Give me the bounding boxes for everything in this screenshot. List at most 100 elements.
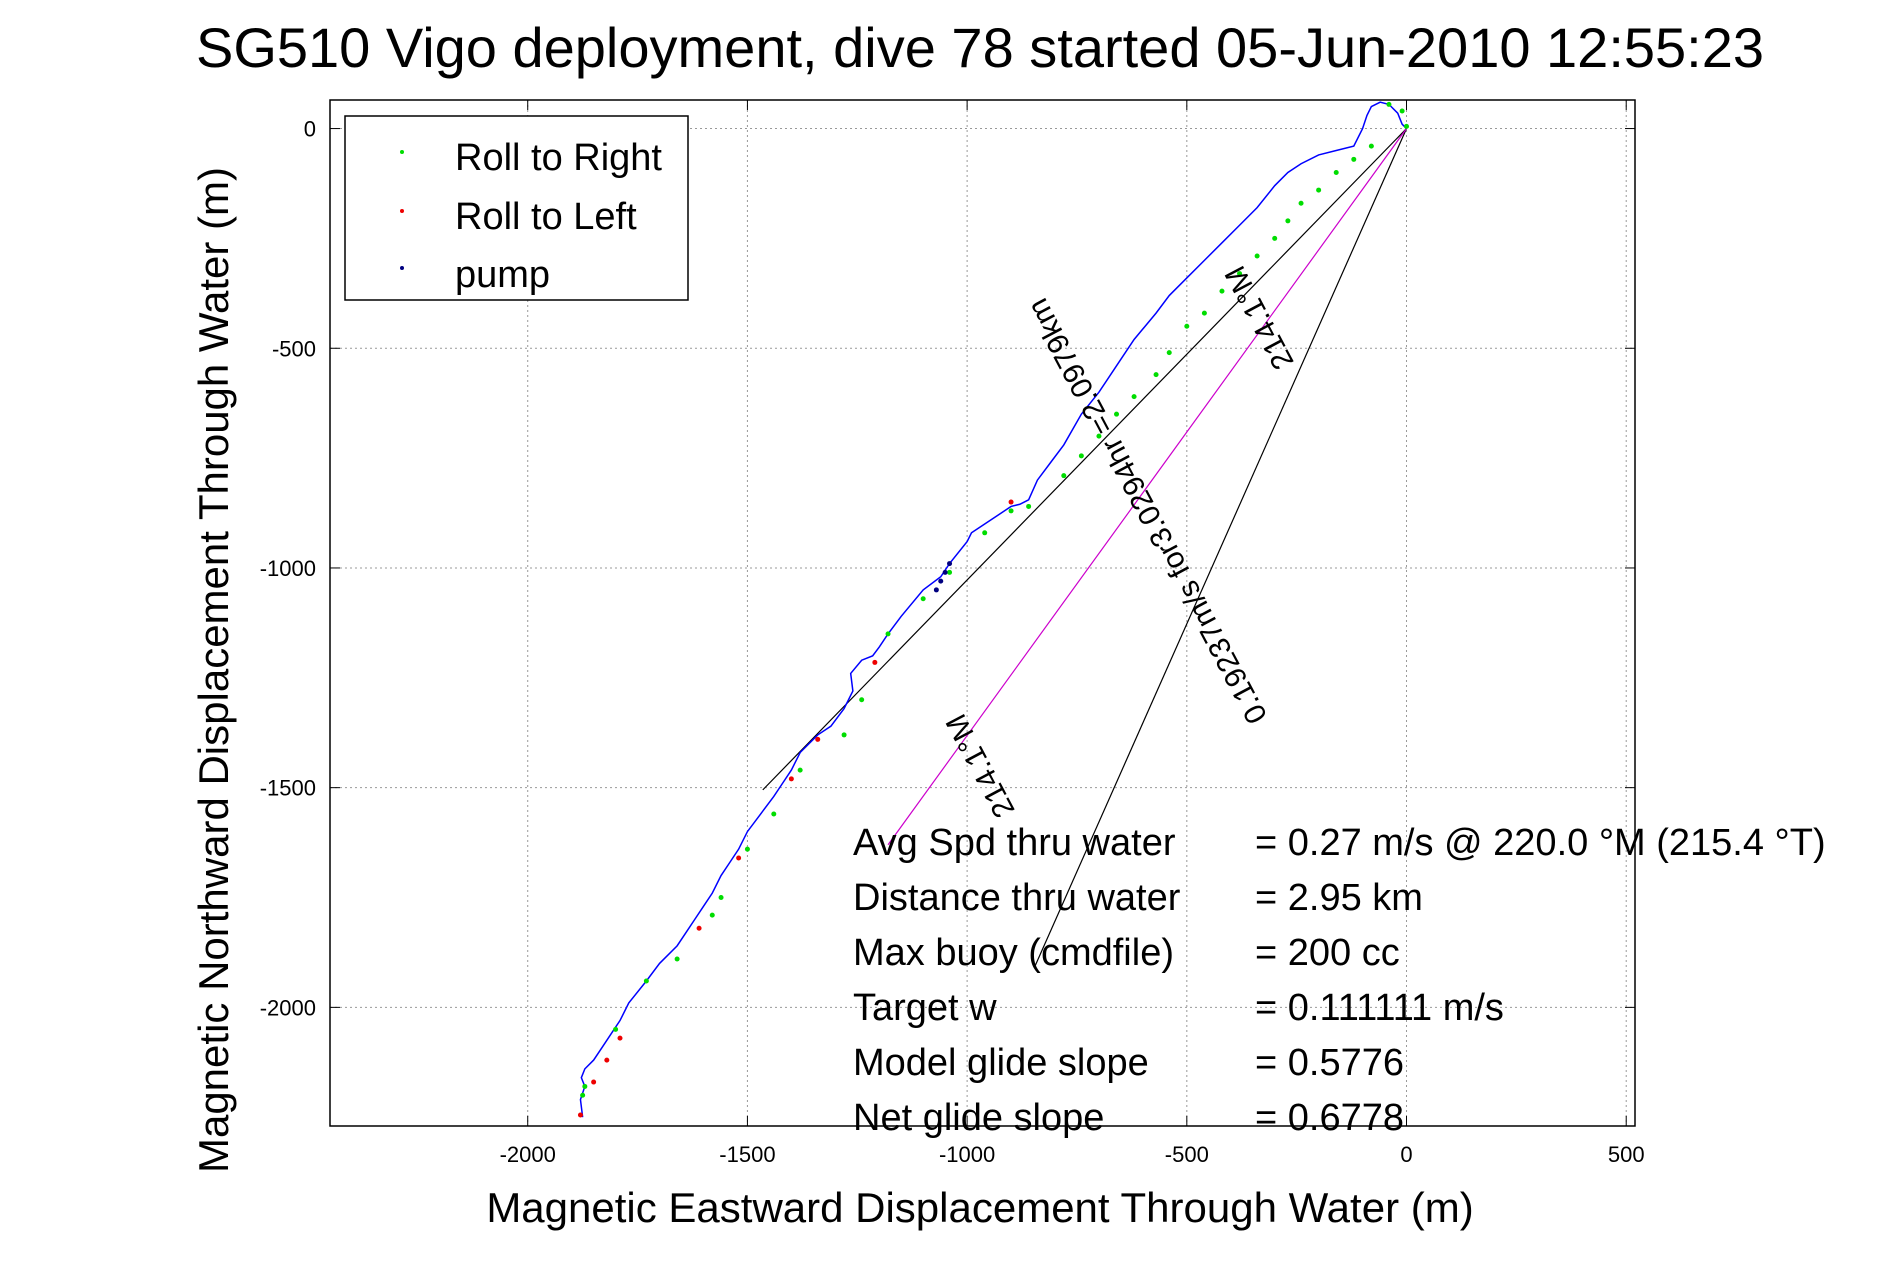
dive-track-line xyxy=(579,101,1408,1118)
roll-right-point xyxy=(982,530,988,536)
roll-right-point xyxy=(797,767,803,773)
roll-right-point xyxy=(1219,288,1225,294)
roll-left-point xyxy=(788,776,794,782)
roll-right-point xyxy=(1114,411,1120,417)
x-tick-label: -500 xyxy=(1165,1142,1209,1167)
roll-right-point xyxy=(885,631,891,637)
annotation-label: Distance thru water xyxy=(853,877,1181,919)
reference-line xyxy=(887,128,1408,846)
roll-right-point xyxy=(841,732,847,738)
roll-right-point xyxy=(1399,108,1405,114)
annotation-label: Avg Spd thru water xyxy=(853,822,1176,864)
legend-label-roll-left: Roll to Left xyxy=(455,196,637,238)
x-axis-label: Magnetic Eastward Displacement Through W… xyxy=(486,1184,1473,1231)
roll-right-point xyxy=(1061,473,1067,479)
roll-right-point xyxy=(613,1026,619,1032)
y-tick-label: -2000 xyxy=(260,995,316,1020)
roll-right-point xyxy=(674,956,680,962)
annotation-value: = 0.6778 xyxy=(1255,1097,1404,1139)
y-tick-label: -1000 xyxy=(260,556,316,581)
legend-marker-pump xyxy=(400,266,404,270)
roll-right-point xyxy=(920,596,926,602)
roll-right-point xyxy=(1333,170,1339,176)
roll-left-point xyxy=(872,659,878,665)
legend-marker-roll-left xyxy=(400,209,404,213)
roll-left-point xyxy=(617,1035,623,1041)
roll-right-point xyxy=(1201,310,1207,316)
roll-right-point xyxy=(1316,187,1322,193)
roll-right-point xyxy=(1285,218,1291,224)
legend-label-pump: pump xyxy=(455,254,550,296)
x-tick-label: -1500 xyxy=(719,1142,775,1167)
roll-right-point xyxy=(1078,453,1084,459)
rotated-label: 214.1°M xyxy=(940,709,1022,823)
grid-lines xyxy=(330,100,1635,1126)
legend: Roll to Right Roll to Left pump xyxy=(344,115,689,301)
roll-right-point xyxy=(1386,101,1392,107)
x-tick-label: -2000 xyxy=(500,1142,556,1167)
plot-frame xyxy=(329,99,1636,1127)
x-tick-label: 500 xyxy=(1608,1142,1645,1167)
y-tick-label: 0 xyxy=(304,117,316,142)
pump-point xyxy=(938,578,944,584)
roll-right-point xyxy=(744,846,750,852)
roll-right-point xyxy=(1166,350,1172,356)
roll-right-point xyxy=(1351,156,1357,162)
roll-right-point xyxy=(1026,503,1032,509)
roll-left-point xyxy=(577,1112,583,1118)
roll-right-point xyxy=(1096,433,1102,439)
annotation-value: = 0.27 m/s @ 220.0 °M (215.4 °T) xyxy=(1255,822,1826,864)
roll-right-point xyxy=(859,697,865,703)
pump-point xyxy=(947,561,953,567)
roll-right-point xyxy=(1272,235,1278,241)
roll-right-point xyxy=(1298,200,1304,206)
reference-lines xyxy=(762,128,1408,966)
chart-title: SG510 Vigo deployment, dive 78 started 0… xyxy=(196,16,1764,79)
roll-right-point xyxy=(947,569,953,575)
roll-left-point xyxy=(604,1057,610,1063)
roll-right-point xyxy=(771,811,777,817)
roll-right-point xyxy=(1254,253,1260,259)
roll-right-point xyxy=(580,1092,586,1098)
annotation-label: Max buoy (cmdfile) xyxy=(853,932,1174,974)
roll-left-point xyxy=(696,925,702,931)
pump-point xyxy=(942,569,948,575)
roll-left-point xyxy=(736,855,742,861)
roll-left-point xyxy=(815,736,821,742)
annotation-value: = 200 cc xyxy=(1255,932,1400,974)
x-tick-label: 0 xyxy=(1400,1142,1412,1167)
summary-annotations: Avg Spd thru water = 0.27 m/s @ 220.0 °M… xyxy=(853,822,1826,1139)
roll-right-point xyxy=(1008,508,1014,514)
annotation-value: = 0.111111 m/s xyxy=(1255,987,1504,1029)
roll-right-point xyxy=(1404,123,1410,129)
roll-right-point xyxy=(1237,271,1243,277)
x-tick-label: -1000 xyxy=(939,1142,995,1167)
y-axis-label: Magnetic Northward Displacement Through … xyxy=(190,167,237,1173)
reference-line xyxy=(1034,128,1408,966)
roll-right-point xyxy=(1184,323,1190,329)
annotation-label: Net glide slope xyxy=(853,1097,1104,1139)
legend-marker-roll-right xyxy=(400,150,404,154)
annotation-label: Model glide slope xyxy=(853,1042,1149,1084)
roll-right-point xyxy=(718,895,724,901)
y-tick-label: -1500 xyxy=(260,776,316,801)
annotation-value: = 2.95 km xyxy=(1255,877,1423,919)
roll-left-point xyxy=(591,1079,597,1085)
roll-right-point xyxy=(1153,372,1159,378)
legend-label-roll-right: Roll to Right xyxy=(455,137,662,179)
roll-right-point xyxy=(1368,143,1374,149)
rotated-label: 0.19237m/s for3.0294hr =2.0979km xyxy=(1021,293,1274,729)
points-layer xyxy=(577,101,1410,1118)
roll-right-point xyxy=(709,912,715,918)
y-tick-label: -500 xyxy=(272,336,316,361)
rotated-label: 214.1°M xyxy=(1219,260,1301,374)
roll-right-point xyxy=(1131,394,1137,400)
roll-left-point xyxy=(1008,499,1014,505)
track-layer xyxy=(579,101,1408,1118)
annotation-label: Target w xyxy=(853,987,997,1029)
roll-right-point xyxy=(582,1083,588,1089)
axis-ticks: -2000 -1500 -1000 -500 0 500 0 -500 -1000 -1500 -2… xyxy=(260,100,1645,1167)
reference-line xyxy=(762,128,1407,791)
